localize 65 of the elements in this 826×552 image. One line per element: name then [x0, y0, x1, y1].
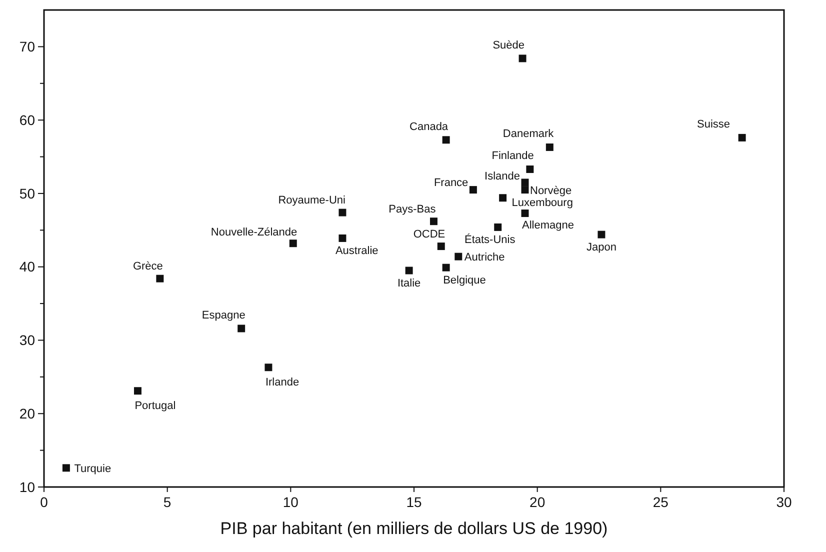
- annotation: Suède: [492, 39, 525, 52]
- annotation: Australie: [335, 245, 378, 258]
- annotation: Pays-Bas: [388, 203, 436, 216]
- point: [437, 242, 445, 250]
- point: [598, 230, 606, 238]
- annotation: Espagne: [202, 309, 246, 322]
- x-tick-label: 5: [163, 494, 172, 510]
- point: [430, 218, 438, 226]
- point: [62, 464, 70, 472]
- point: [521, 210, 529, 218]
- annotation: Italie: [397, 278, 421, 290]
- y-tick-label: 60: [19, 112, 36, 128]
- annotation: Japon: [586, 242, 616, 254]
- annotation: Finlande: [492, 150, 534, 162]
- point: [442, 136, 450, 144]
- x-tick-label: 10: [282, 494, 299, 510]
- annotation: États-Unis: [464, 233, 516, 246]
- point: [264, 364, 272, 372]
- annotation: OCDE: [413, 228, 446, 240]
- point: [405, 266, 413, 274]
- x-tick-label: 20: [530, 494, 546, 510]
- point: [518, 54, 526, 62]
- annotation: Belgique: [443, 274, 486, 287]
- y-tick-label: 10: [19, 478, 36, 495]
- annotation: Irlande: [265, 376, 300, 388]
- point: [521, 178, 529, 186]
- annotation: Danemark: [502, 128, 554, 140]
- annotation: Portugal: [134, 400, 176, 412]
- x-tick-label: 15: [406, 494, 422, 510]
- point: [738, 134, 746, 142]
- point: [526, 166, 534, 173]
- annotation: Turquie: [74, 462, 112, 475]
- point: [238, 324, 246, 332]
- annotation: France: [434, 176, 468, 189]
- x-tick-label: 25: [652, 494, 669, 510]
- point: [156, 274, 164, 282]
- annotation: Luxembourg: [512, 196, 573, 209]
- x-tick-label: 0: [40, 494, 48, 510]
- annotation: Nouvelle-Zélande: [210, 226, 298, 238]
- y-tick-label: 70: [19, 38, 36, 55]
- point: [442, 264, 450, 272]
- point: [338, 234, 346, 242]
- annotation: Canada: [410, 120, 449, 133]
- y-tick-label: 40: [19, 258, 36, 275]
- point: [494, 223, 502, 231]
- annotation: Royaume-Uni: [278, 194, 346, 207]
- y-tick-label: 20: [19, 406, 36, 422]
- point: [521, 186, 529, 194]
- y-tick-label: 30: [19, 332, 36, 348]
- annotation: Grèce: [132, 260, 163, 273]
- x-tick-label: 30: [776, 494, 792, 510]
- annotation: Allemagne: [522, 219, 574, 232]
- point: [499, 194, 507, 202]
- y-tick-label: 50: [19, 185, 36, 202]
- point: [469, 186, 477, 194]
- point: [546, 143, 554, 151]
- annotation: Norvège: [530, 184, 572, 197]
- annotation: Islande: [484, 170, 520, 182]
- point: [134, 387, 142, 395]
- point: [454, 252, 462, 260]
- point: [289, 240, 297, 248]
- annotation: Suisse: [697, 118, 730, 131]
- annotation: Autriche: [464, 252, 505, 264]
- point: [338, 208, 346, 216]
- x-axis-title: PIB par habitant (en milliers de dollars US de 1990): [220, 519, 608, 538]
